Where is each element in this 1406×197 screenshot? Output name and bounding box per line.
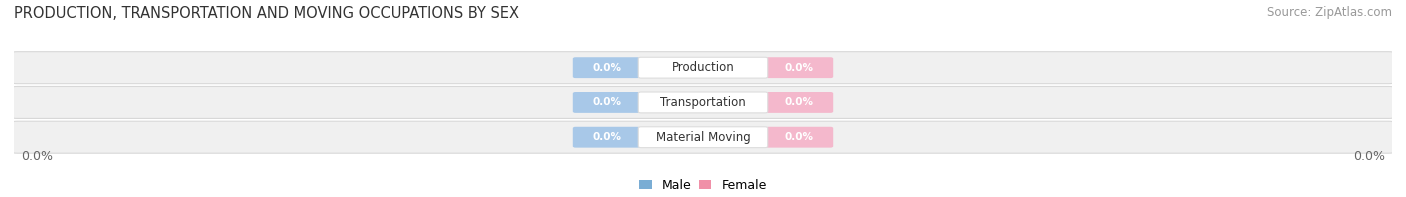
Text: 0.0%: 0.0%: [592, 98, 621, 107]
Text: Source: ZipAtlas.com: Source: ZipAtlas.com: [1267, 6, 1392, 19]
FancyBboxPatch shape: [7, 121, 1399, 153]
Text: 0.0%: 0.0%: [785, 132, 814, 142]
Text: 0.0%: 0.0%: [785, 98, 814, 107]
Text: 0.0%: 0.0%: [592, 132, 621, 142]
FancyBboxPatch shape: [7, 86, 1399, 118]
FancyBboxPatch shape: [766, 92, 834, 113]
FancyBboxPatch shape: [572, 92, 640, 113]
FancyBboxPatch shape: [766, 57, 834, 78]
Text: 0.0%: 0.0%: [1353, 150, 1385, 163]
FancyBboxPatch shape: [638, 92, 768, 113]
Text: Transportation: Transportation: [661, 96, 745, 109]
FancyBboxPatch shape: [572, 57, 640, 78]
Legend: Male, Female: Male, Female: [634, 174, 772, 197]
Text: 0.0%: 0.0%: [21, 150, 53, 163]
FancyBboxPatch shape: [638, 127, 768, 148]
FancyBboxPatch shape: [7, 52, 1399, 84]
Text: 0.0%: 0.0%: [785, 63, 814, 73]
Text: PRODUCTION, TRANSPORTATION AND MOVING OCCUPATIONS BY SEX: PRODUCTION, TRANSPORTATION AND MOVING OC…: [14, 6, 519, 21]
Text: 0.0%: 0.0%: [592, 63, 621, 73]
FancyBboxPatch shape: [766, 127, 834, 148]
FancyBboxPatch shape: [638, 57, 768, 78]
Text: Material Moving: Material Moving: [655, 131, 751, 144]
FancyBboxPatch shape: [572, 127, 640, 148]
Text: Production: Production: [672, 61, 734, 74]
